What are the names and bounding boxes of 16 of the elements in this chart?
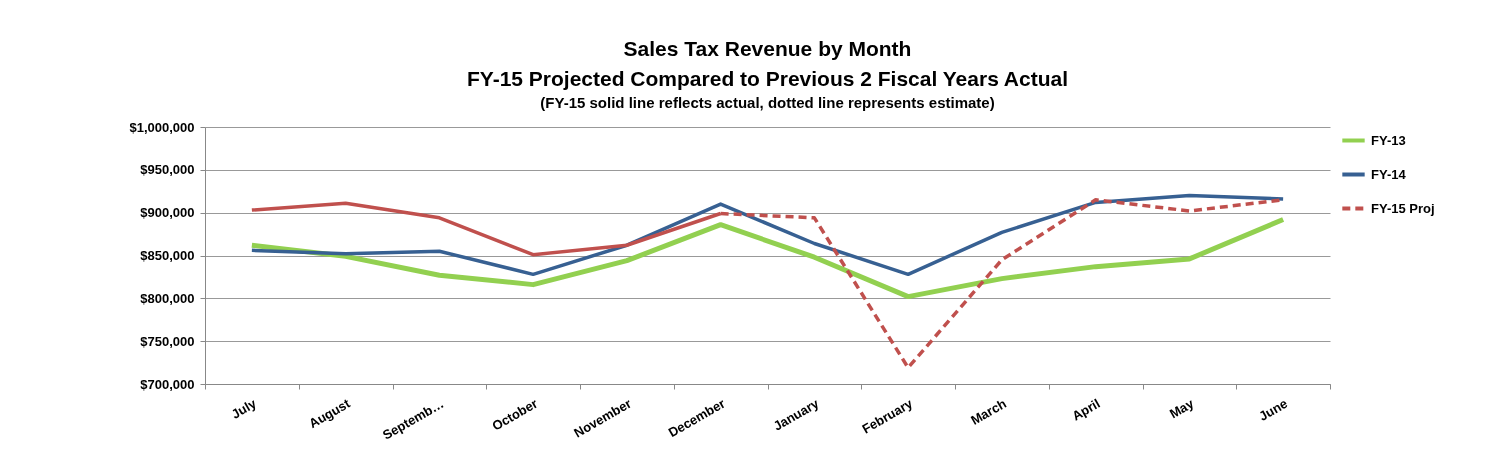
y-tick-label: $700,000: [140, 376, 195, 392]
y-tick-label: $800,000: [140, 290, 195, 306]
y-tick-label: $1,000,000: [129, 119, 195, 135]
chart-title: Sales Tax Revenue by Month FY-15 Projected Compared to Previous 2 Fiscal Years Actual: [466, 37, 1069, 90]
x-tick-label: June: [1256, 395, 1291, 424]
y-tick-label: $950,000: [140, 162, 195, 178]
y-tick-label: $850,000: [140, 248, 195, 263]
legend-label: FY-15 Proj: [1371, 200, 1435, 216]
chart-subtitle: (FY-15 solid line reflects actual, dotted line represents estimate): [540, 94, 995, 111]
line-series: [250, 193, 1285, 277]
y-tick-label: $900,000: [140, 205, 195, 221]
legend-label: FY-14: [1371, 166, 1407, 182]
legend-label: FY-13: [1371, 132, 1406, 148]
y-tick-label: $750,000: [140, 333, 195, 349]
x-tick-label: May: [1166, 395, 1198, 422]
x-tick-label: July: [228, 395, 260, 422]
